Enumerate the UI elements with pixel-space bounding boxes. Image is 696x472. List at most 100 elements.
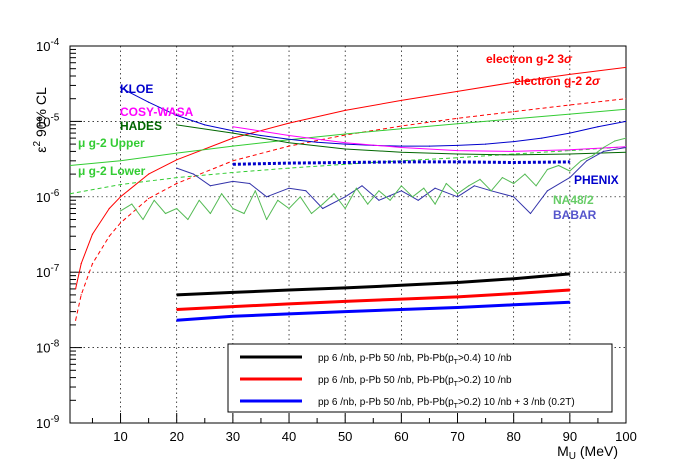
annotation-sigma: σ xyxy=(564,52,573,66)
y-axis-label-sup: 2 xyxy=(32,141,43,147)
point-electron-g2-3sigma xyxy=(400,99,402,101)
point-babar xyxy=(586,160,588,162)
point-na48-2 xyxy=(119,210,122,212)
point-phenix xyxy=(344,161,346,164)
point-electron-g2-3sigma xyxy=(456,90,459,92)
point-na48-2 xyxy=(524,173,526,175)
point-na48-2 xyxy=(221,193,223,195)
point-mu-g2-upper xyxy=(513,118,515,120)
x-tick-label: 20 xyxy=(169,429,183,444)
point-na48-2 xyxy=(389,199,391,201)
point-electron-g2-2sigma xyxy=(119,222,122,224)
point-electron-g2-3sigma xyxy=(232,137,234,139)
annotation-kloe: KLOE xyxy=(120,82,153,96)
point-alice-black xyxy=(344,287,346,289)
point-phenix xyxy=(569,161,571,163)
point-na48-2 xyxy=(378,190,380,192)
annotation-na48: NA48/2 xyxy=(553,193,594,207)
point-electron-g2-3sigma xyxy=(108,207,110,210)
legend-label-sub: T xyxy=(454,381,459,388)
x-tick-label: 10 xyxy=(113,429,127,444)
point-babar xyxy=(417,199,419,201)
legend-label-pre: pp 6 /nb, p-Pb 50 /nb, Pb-Pb(p xyxy=(318,353,454,364)
point-alice-red xyxy=(456,296,459,298)
point-kloe xyxy=(428,145,430,147)
point-electron-g2-2sigma xyxy=(176,182,178,185)
point-alice-red xyxy=(569,289,571,291)
point-kloe xyxy=(288,138,290,140)
point-kloe xyxy=(569,132,571,134)
x-tick-label: 80 xyxy=(506,429,520,444)
point-na48-2 xyxy=(468,185,470,187)
y-tick-label: 10-9 xyxy=(36,414,60,431)
point-na48-2 xyxy=(400,185,402,187)
x-axis-label-unit: (MeV) xyxy=(576,443,618,459)
y-axis-label-main: ε xyxy=(33,147,49,153)
point-phenix xyxy=(288,162,290,164)
point-mu-g2-upper xyxy=(569,113,571,115)
point-alice-red xyxy=(344,300,346,302)
point-na48-2 xyxy=(625,137,626,139)
x-tick-label: 90 xyxy=(563,429,577,444)
point-na48-2 xyxy=(614,140,616,142)
point-electron-g2-2sigma xyxy=(75,319,77,321)
annotation-e2: electron g-2 2σ xyxy=(514,74,601,88)
point-na48-2 xyxy=(164,212,167,215)
point-electron-g2-2sigma xyxy=(625,98,626,100)
point-na48-2 xyxy=(501,177,503,179)
point-babar xyxy=(513,196,515,198)
point-kloe xyxy=(541,137,543,139)
point-kloe xyxy=(204,124,206,126)
point-babar xyxy=(266,196,268,198)
point-babar xyxy=(305,190,307,192)
annotation-mu-upper: μ g-2 Upper xyxy=(78,136,145,150)
x-tick-label: 40 xyxy=(282,429,296,444)
point-cosy-wasa xyxy=(456,150,459,152)
y-tick-base: 10 xyxy=(36,265,50,280)
point-babar xyxy=(209,185,211,187)
point-hades xyxy=(232,132,234,134)
point-babar xyxy=(473,185,475,187)
series-mu-g2-lower xyxy=(70,146,626,195)
point-na48-2 xyxy=(558,164,560,167)
annotation-babar: BABAR xyxy=(553,208,597,222)
point-mu-g2-upper xyxy=(625,108,626,110)
annotation-sigma: σ xyxy=(592,74,601,88)
point-alice-black xyxy=(176,294,178,296)
point-cosy-wasa xyxy=(569,149,571,151)
point-babar xyxy=(232,180,234,182)
point-kloe xyxy=(625,120,626,122)
point-kloe xyxy=(232,130,234,132)
legend-label-leg-blue: pp 6 /nb, p-Pb 50 /nb, Pb-Pb(pT>0.2) 10 … xyxy=(318,397,575,410)
x-axis-label: MU (MeV) xyxy=(557,443,618,462)
point-electron-g2-3sigma xyxy=(344,109,346,111)
annotation-text: electron g-2 3 xyxy=(486,52,564,66)
point-kloe xyxy=(456,144,459,146)
point-cosy-wasa xyxy=(344,142,346,144)
point-na48-2 xyxy=(445,182,447,185)
point-electron-g2-2sigma xyxy=(400,125,402,127)
point-electron-g2-2sigma xyxy=(80,294,82,296)
x-tick-labels: 10 20 30 40 50 60 70 80 90 100 xyxy=(113,429,637,444)
y-tick-exp: -9 xyxy=(50,414,59,425)
point-na48-2 xyxy=(310,212,313,215)
annotation-phenix: PHENIX xyxy=(574,173,619,187)
point-electron-g2-2sigma xyxy=(513,111,515,113)
point-electron-g2-3sigma xyxy=(91,233,94,235)
point-babar xyxy=(361,185,363,187)
point-babar xyxy=(193,173,195,175)
point-na48-2 xyxy=(142,218,144,221)
x-tick-label: 50 xyxy=(338,429,352,444)
point-na48-2 xyxy=(153,199,155,201)
point-electron-g2-3sigma xyxy=(625,66,626,68)
point-electron-g2-3sigma xyxy=(176,159,178,161)
point-electron-g2-3sigma xyxy=(569,73,571,75)
point-phenix xyxy=(232,163,234,165)
point-babar xyxy=(378,199,380,201)
point-na48-2 xyxy=(277,199,279,201)
point-alice-blue xyxy=(288,313,290,315)
point-na48-2 xyxy=(434,203,436,205)
legend-label-post: >0.4) 10 /nb xyxy=(458,353,512,364)
y-tick-base: 10 xyxy=(36,114,50,129)
